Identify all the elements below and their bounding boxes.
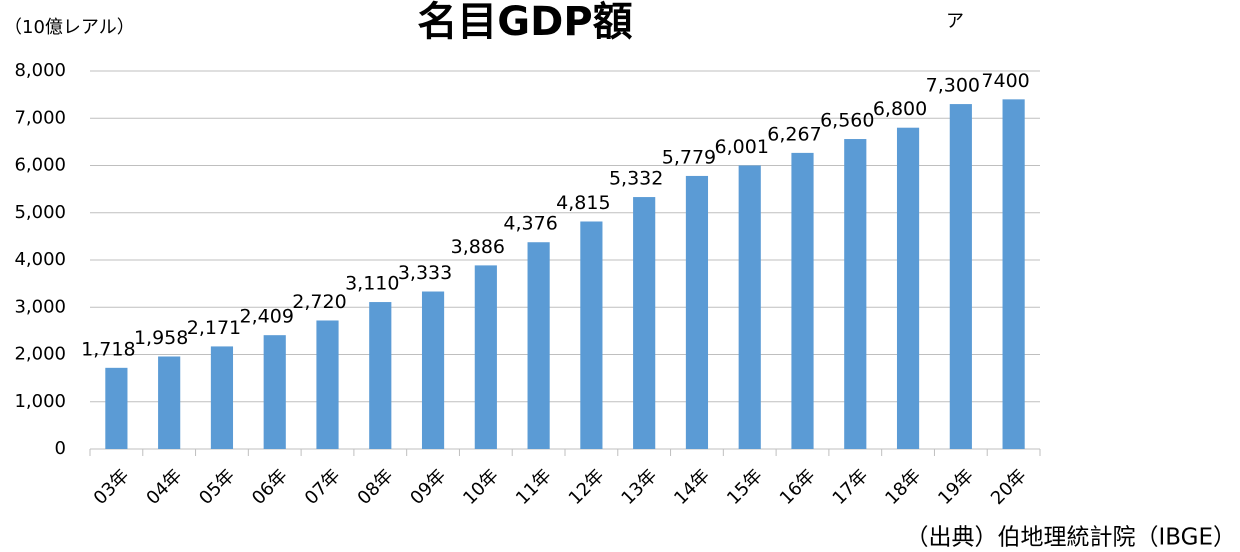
bar: [844, 139, 867, 450]
y-tick-label: 3,000: [14, 296, 66, 317]
annotation: ア: [946, 11, 964, 32]
y-tick-label: 2,000: [14, 344, 66, 365]
x-tick-label: 18年: [881, 465, 925, 509]
bar: [527, 242, 550, 449]
source-note: （出典）伯地理統計院（IBGE）: [905, 525, 1236, 551]
y-tick-label: 0: [55, 438, 66, 459]
data-label: 6,267: [767, 123, 821, 145]
x-tick-label: 08年: [354, 465, 398, 509]
bar: [685, 175, 709, 449]
x-tick-label: 13年: [617, 465, 661, 509]
y-tick-label: 4,000: [14, 249, 66, 270]
x-tick-label: 15年: [723, 465, 767, 509]
bar: [474, 265, 497, 449]
x-tick-label: 09年: [406, 465, 450, 509]
data-label: 2,409: [240, 306, 294, 328]
data-label: 6,560: [820, 110, 874, 132]
y-tick-label: 8,000: [14, 60, 66, 81]
data-label: 7,300: [926, 75, 980, 97]
data-label: 1,718: [81, 338, 135, 360]
x-tick-label: 16年: [776, 465, 820, 509]
data-label: 3,333: [398, 262, 452, 284]
bar: [421, 291, 445, 449]
y-tick-label: 5,000: [14, 202, 66, 223]
data-label: 2,720: [292, 291, 346, 313]
bar: [1002, 99, 1025, 449]
data-label: 7400: [981, 70, 1029, 92]
data-label: 6,800: [873, 98, 927, 120]
x-tick-label: 20年: [987, 465, 1031, 509]
data-label: 4,376: [503, 213, 557, 235]
x-tick-label: 14年: [670, 465, 714, 509]
x-tick-label: 12年: [565, 465, 609, 509]
data-label: 4,815: [556, 192, 610, 214]
bar: [580, 221, 603, 449]
bar: [949, 104, 972, 449]
data-label: 5,332: [609, 168, 663, 190]
x-tick-label: 05年: [195, 465, 239, 509]
data-label: 3,110: [345, 273, 399, 295]
data-label: 1,958: [134, 327, 188, 349]
data-label: 5,779: [662, 146, 716, 168]
y-tick-label: 7,000: [14, 107, 66, 128]
bar: [633, 197, 656, 449]
bar: [105, 367, 128, 449]
y-tick-label: 6,000: [14, 155, 66, 176]
bar: [791, 152, 814, 449]
bar: [738, 165, 761, 449]
data-label: 2,171: [187, 317, 241, 339]
x-tick-label: 03年: [90, 465, 134, 509]
x-tick-label: 19年: [934, 465, 978, 509]
x-tick-label: 07年: [301, 465, 345, 509]
x-tick-label: 04年: [142, 465, 186, 509]
y-unit-label: （10億レアル）: [4, 17, 135, 38]
x-tick-label: 06年: [248, 465, 292, 509]
bar: [369, 302, 392, 449]
bar: [263, 335, 286, 449]
data-label: 3,886: [451, 236, 505, 258]
x-tick-label: 11年: [512, 465, 556, 509]
chart-title: 名目GDP額: [417, 0, 632, 45]
x-tick-label: 17年: [829, 465, 873, 509]
bar: [158, 356, 181, 449]
bar: [896, 127, 920, 449]
x-tick-label: 10年: [459, 465, 503, 509]
data-label: 6,001: [715, 136, 769, 158]
bar: [316, 320, 339, 449]
bar: [210, 346, 234, 449]
y-tick-label: 1,000: [14, 391, 66, 412]
